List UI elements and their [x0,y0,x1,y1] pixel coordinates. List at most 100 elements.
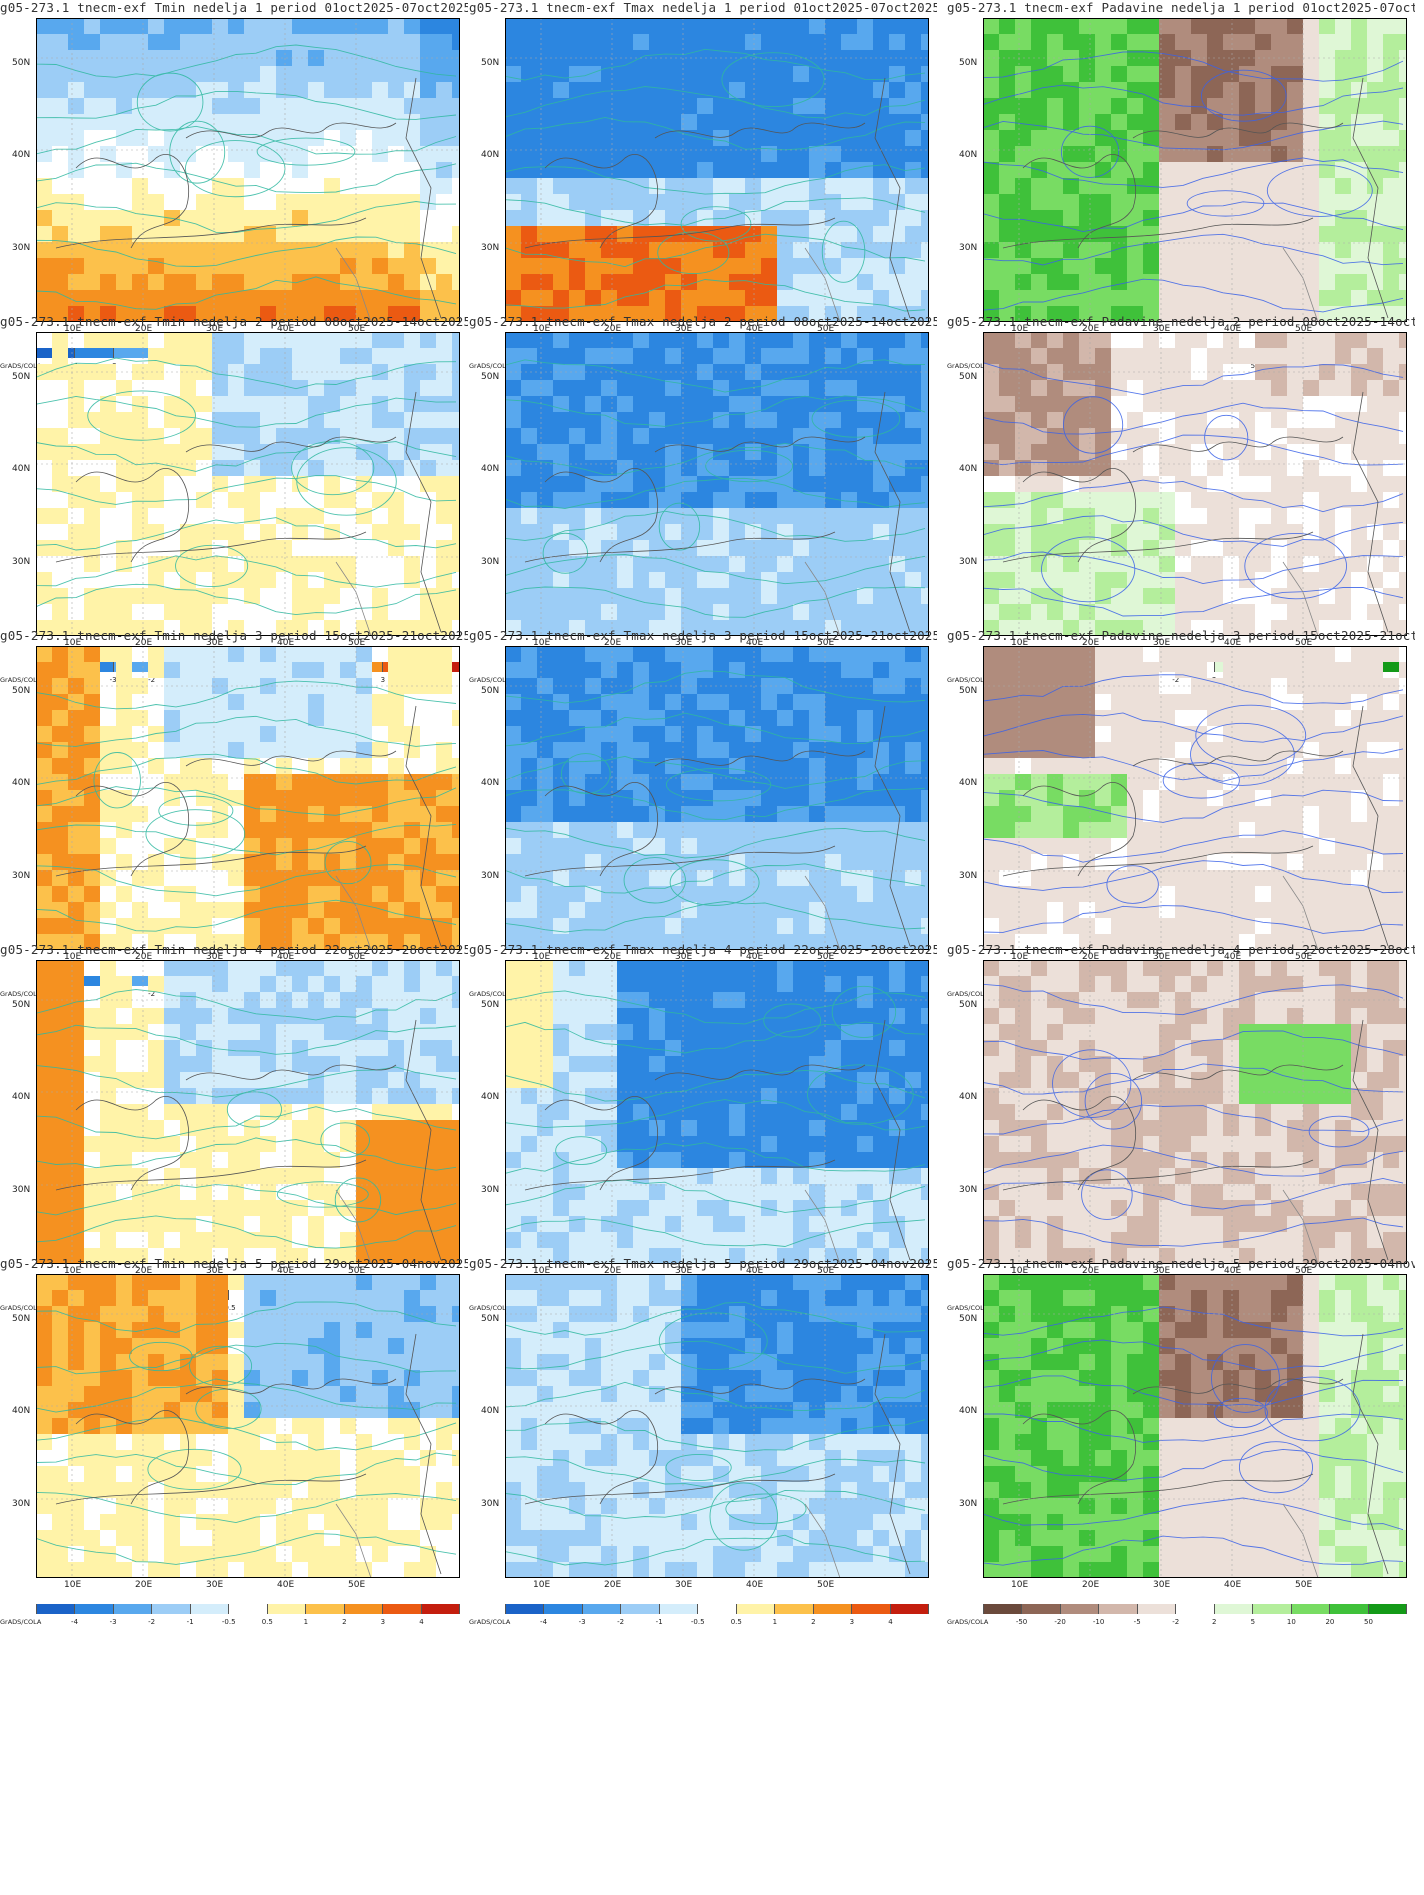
grads-label: GrADS/COLA [0,1618,42,1626]
lon-label: 40E [1224,638,1242,648]
graticule [505,960,929,1264]
lon-label: 10E [1011,952,1029,962]
color-bar-tick: 0.5 [261,1618,273,1626]
map-canvas [505,18,929,322]
lon-label: 30E [675,324,693,334]
color-bar-tick: 5 [1250,1618,1256,1626]
color-bar-tick: -3 [578,1618,586,1626]
graticule [983,18,1407,322]
lon-label: 40E [277,638,295,648]
color-bar-swatch [229,1604,268,1614]
color-bar-tick: -50 [1015,1618,1028,1626]
lon-label: 40E [277,1266,295,1276]
graticule [505,18,929,322]
lat-label: 40N [481,150,500,160]
grads-label: GrADS/COLA [947,362,989,370]
color-bar-swatch [75,348,114,358]
color-bar-tick: 2 [342,1618,347,1626]
grads-label: GrADS/COLA [947,990,989,998]
lat-label: 40N [481,464,500,474]
lat-label: 50N [481,58,500,68]
shaded-field [983,332,1407,636]
lon-label: 30E [1153,638,1171,648]
color-bar-swatch [890,1604,929,1614]
map-canvas [505,1274,929,1578]
lon-label: 20E [604,638,622,648]
lon-label: 10E [533,1266,551,1276]
panel-title: g05-273.1 tnecm-exf Tmin nedelja 5 perio… [0,1256,468,1271]
lat-label: 50N [12,372,31,382]
color-bar-swatch [113,1604,153,1614]
lon-label: 20E [1082,1580,1100,1590]
lon-label: 30E [675,1266,693,1276]
lon-label: 10E [64,324,82,334]
contour-lines [983,674,1404,934]
color-bar-tick: 1 [772,1618,778,1626]
lon-label: 30E [675,952,693,962]
lon-label: 10E [1011,1580,1029,1590]
grads-label: GrADS/COLA [469,1304,511,1312]
anomaly-map [36,332,460,636]
lon-label: 20E [604,1266,622,1276]
lat-label: 50N [959,58,978,68]
lon-label: 50E [1295,1580,1313,1590]
shaded-field [36,960,460,1264]
panel-title: g05-273.1 tnecm-exf Padavine nedelja 3 p… [947,628,1415,643]
color-bar-swatch [75,1604,114,1614]
lon-label: 50E [817,1266,835,1276]
color-bar-tick: 2 [1212,1618,1217,1626]
color-bar-swatch [1291,1604,1331,1614]
color-bar-tick: -2 [617,1618,625,1626]
lon-label: 20E [604,1580,622,1590]
color-bar-swatch [306,1604,345,1614]
graticule [36,960,460,1264]
color-bar-tick: -0.5 [690,1618,705,1626]
panel-title: g05-273.1 tnecm-exf Tmax nedelja 5 perio… [469,1256,937,1271]
color-bar-swatch [36,1604,76,1614]
graticule [983,960,1407,1264]
color-bar-tick: -0.5 [221,1618,236,1626]
panel-title: g05-273.1 tnecm-exf Padavine nedelja 1 p… [947,0,1415,15]
map-panel: g05-273.1 tnecm-exf Tmin nedelja 3 perio… [0,628,468,1006]
color-bar-swatch [852,1604,891,1614]
lon-label: 10E [64,952,82,962]
color-bar-tick: -2 [1172,676,1180,684]
color-bar-swatch [983,1604,1023,1614]
graticule [983,646,1407,950]
coastlines [1002,1019,1389,1264]
lat-label: 50N [12,1314,31,1324]
graticule [983,332,1407,636]
lat-label: 50N [959,1314,978,1324]
panel-title: g05-273.1 tnecm-exf Padavine nedelja 5 p… [947,1256,1415,1271]
map-canvas [505,646,929,950]
color-bar-swatch [1022,1604,1061,1614]
color-bar-swatch [267,1604,307,1614]
coastlines [55,1333,442,1578]
lon-label: 20E [135,1266,153,1276]
contour-lines [505,359,926,618]
lat-label: 30N [12,1499,31,1509]
anomaly-map [983,18,1407,322]
color-bar-tick: 3 [380,1618,386,1626]
anomaly-map [505,18,929,322]
color-bar [983,1604,1407,1616]
grads-label: GrADS/COLA [0,1304,42,1312]
lat-label: 50N [12,1000,31,1010]
anomaly-map [36,18,460,322]
color-bar-swatch [1368,1604,1407,1614]
color-bar-tick: -2 [148,676,156,684]
color-bar-swatch [1137,1604,1177,1614]
lon-label: 50E [817,638,835,648]
panel-title: g05-273.1 tnecm-exf Tmin nedelja 1 perio… [0,0,468,15]
color-bar-tick: 4 [419,1618,424,1626]
color-bar-tick: 3 [849,1618,855,1626]
color-bar-swatch [505,1604,545,1614]
color-bar-swatch [698,1604,737,1614]
lon-label: 40E [1224,324,1242,334]
contour-lines [983,983,1404,1247]
lat-label: 40N [959,1406,978,1416]
color-bar-tick: 1 [303,1618,309,1626]
lon-label: 50E [348,324,366,334]
lat-label: 40N [12,1092,31,1102]
lon-label: 10E [533,952,551,962]
